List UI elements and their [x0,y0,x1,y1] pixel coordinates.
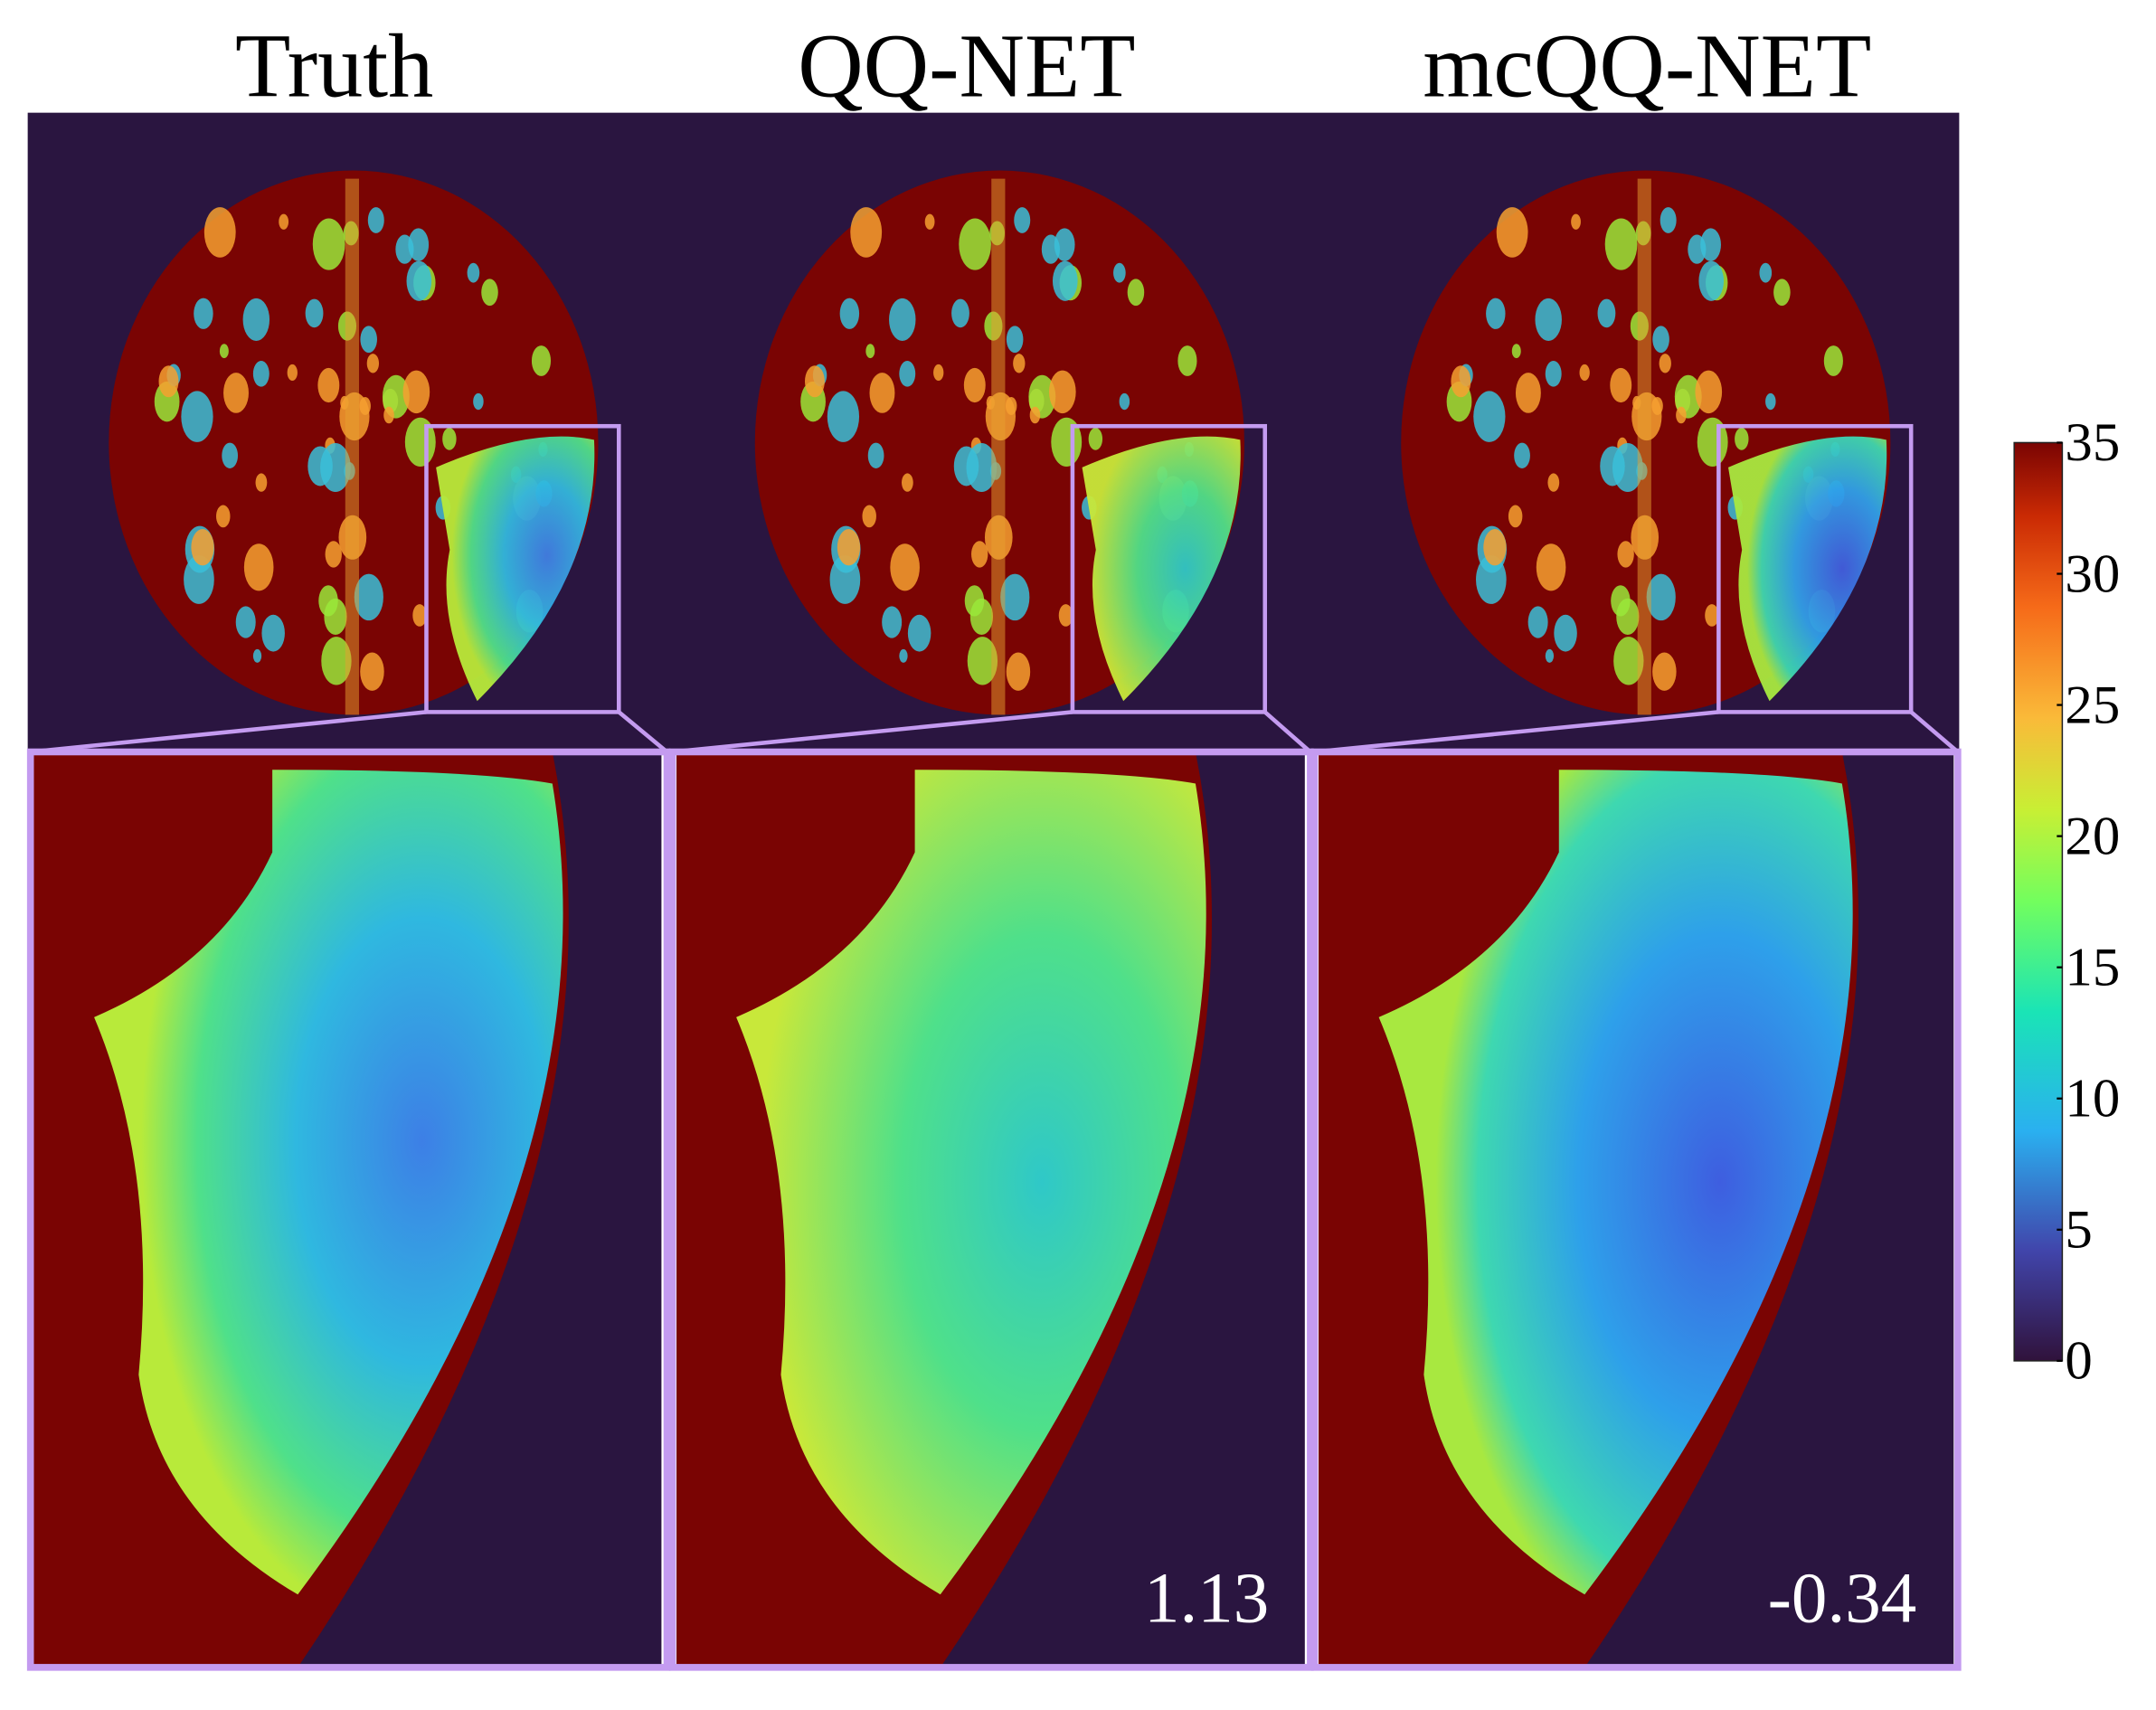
brain-map-0 [30,170,668,754]
colorbar-tick-label: 35 [2065,412,2120,473]
column-title-truth: Truth [235,15,433,116]
zoom-panel-0 [26,748,671,1671]
score-label: 1.13 [1144,1560,1269,1639]
score-label: -0.34 [1768,1560,1917,1639]
colorbar [2013,441,2064,1362]
zoom-panel-2: -0.34 [1310,748,1962,1671]
colorbar-tick-label: 20 [2065,806,2120,866]
colorbar-tick-label: 10 [2065,1069,2120,1129]
connector-line [1263,710,1312,754]
column-title-mcqq-net: mcQQ-NET [1423,15,1871,116]
brain-map-1 [672,170,1312,754]
colorbar-tick-label: 30 [2065,543,2120,604]
colorbar-tick-label: 15 [2065,937,2120,997]
inset-box [1070,423,1268,714]
connector-line [672,710,1073,754]
connector-line [1314,710,1719,754]
connector-line [30,710,427,754]
zoom-panel-border [1310,748,1962,1671]
colorbar-tick-label: 5 [2065,1200,2092,1261]
zoom-panel-1: 1.13 [668,748,1314,1671]
zoom-panel-border [668,748,1314,1671]
brain-map-2 [1314,170,1960,754]
inset-box [1716,423,1914,714]
inset-box [424,423,621,714]
colorbar-tick-label: 0 [2065,1331,2092,1392]
colorbar-tick-label: 25 [2065,675,2120,735]
zoom-panel-border [26,748,671,1671]
column-title-qq-net: QQ-NET [798,15,1135,116]
connector-line [617,710,668,754]
connector-line [1909,710,1960,754]
